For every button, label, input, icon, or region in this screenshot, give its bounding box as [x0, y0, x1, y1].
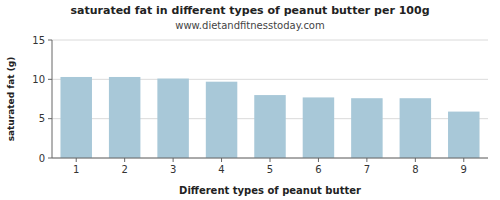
y-tick-label: 0: [39, 153, 45, 164]
bar: [351, 98, 382, 158]
tick-mark: [415, 158, 416, 162]
bar: [60, 77, 91, 158]
bars: [60, 77, 479, 158]
x-tick-label: 5: [267, 164, 273, 175]
x-axis-label: Different types of peanut butter: [179, 185, 361, 196]
x-tick-label: 3: [170, 164, 176, 175]
y-tick-label: 15: [32, 35, 45, 46]
plot-area: [52, 40, 488, 158]
x-tick-label: 7: [364, 164, 370, 175]
x-axis: [52, 158, 488, 159]
x-tick-label: 1: [73, 164, 79, 175]
tick-mark: [270, 158, 271, 162]
subtitle: www.dietandfitnesstoday.com: [175, 20, 324, 31]
tick-mark: [318, 158, 319, 162]
x-tick-label: 6: [315, 164, 321, 175]
bar: [157, 79, 188, 158]
bar: [448, 112, 479, 158]
tick-mark: [48, 118, 52, 119]
tick-mark: [48, 40, 52, 41]
grid-line: [52, 158, 488, 159]
x-tick-label: 2: [121, 164, 127, 175]
bar: [400, 98, 431, 158]
x-tick-label: 4: [218, 164, 224, 175]
bar: [303, 97, 334, 158]
y-tick-label: 5: [39, 113, 45, 124]
bar: [254, 95, 285, 158]
x-tick-label: 9: [461, 164, 467, 175]
y-axis-label: saturated fat (g): [6, 57, 16, 142]
y-tick-label: 10: [32, 74, 45, 85]
tick-mark: [48, 79, 52, 80]
chart: 0 5 10 15 1 2 3 4 5 6 7 8 9 saturated fat in differen…: [0, 0, 500, 200]
tick-mark: [463, 158, 464, 162]
tick-mark: [221, 158, 222, 162]
tick-mark: [366, 158, 367, 162]
bar: [109, 77, 140, 158]
y-axis: [52, 40, 53, 158]
tick-mark: [48, 158, 52, 159]
bar: [206, 82, 237, 158]
tick-mark: [76, 158, 77, 162]
grid-line: [52, 40, 488, 41]
title: saturated fat in different types of pean…: [70, 4, 429, 17]
x-tick-label: 8: [412, 164, 418, 175]
tick-mark: [173, 158, 174, 162]
tick-mark: [124, 158, 125, 162]
